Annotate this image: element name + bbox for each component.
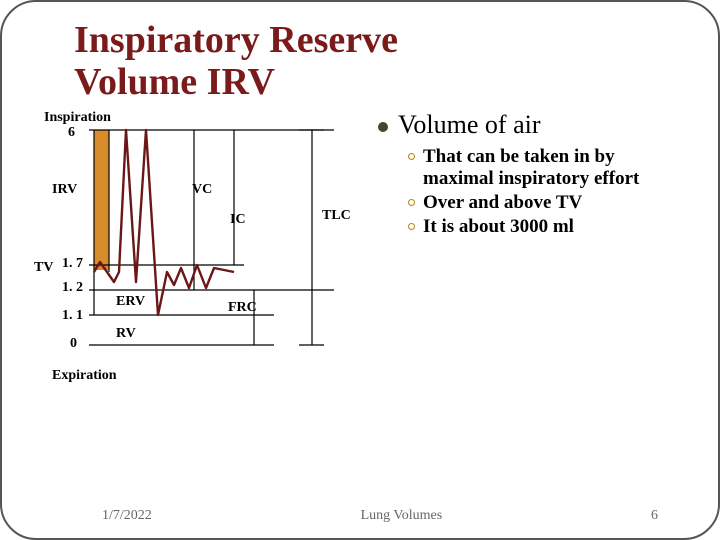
sub-bullet-dot-icon [408,223,415,230]
label-y6: 6 [68,125,75,141]
sub-bullet-dot-icon [408,153,415,160]
label-y12: 1. 2 [62,280,83,296]
label-vc: VC [192,182,212,198]
chart-area: Inspiration 6 IRV VC IC TLC TV 1. 7 1. 2… [34,110,374,410]
footer-page: 6 [651,508,658,524]
label-expiration: Expiration [52,368,117,384]
label-ic: IC [230,212,246,228]
sub-bullet-dot-icon [408,199,415,206]
sub-bullet-item: That can be taken in by maximal inspirat… [408,146,686,190]
main-bullet-row: Volume of air [378,110,686,140]
chart-svg [34,110,374,370]
sub-bullet-text: That can be taken in by maximal inspirat… [423,146,686,190]
label-tv: TV [34,260,53,276]
sub-bullet-item: Over and above TV [408,192,686,214]
label-y11: 1. 1 [62,308,83,324]
slide-title: Inspiratory Reserve Volume IRV [74,20,686,104]
label-tlc: TLC [322,208,351,224]
content-row: Inspiration 6 IRV VC IC TLC TV 1. 7 1. 2… [34,110,686,410]
main-bullet-text: Volume of air [398,110,541,140]
title-line-1: Inspiratory Reserve [74,19,398,61]
label-rv: RV [116,326,136,342]
text-area: Volume of air That can be taken in by ma… [374,110,686,410]
label-y17: 1. 7 [62,256,83,272]
label-inspiration: Inspiration [44,110,111,126]
footer-center: Lung Volumes [361,508,443,524]
label-irv: IRV [52,182,77,198]
sub-bullet-text: It is about 3000 ml [423,216,574,238]
footer: 1/7/2022 Lung Volumes 6 [2,508,718,524]
label-erv: ERV [116,294,145,310]
footer-date: 1/7/2022 [102,508,152,524]
label-y0: 0 [70,336,77,352]
sub-bullet-text: Over and above TV [423,192,582,214]
slide-frame: Inspiratory Reserve Volume IRV Inspirati… [0,0,720,540]
sub-bullet-list: That can be taken in by maximal inspirat… [408,146,686,238]
sub-bullet-item: It is about 3000 ml [408,216,686,238]
bullet-disc-icon [378,122,388,132]
label-frc: FRC [228,300,257,316]
title-line-2: Volume IRV [74,61,275,103]
